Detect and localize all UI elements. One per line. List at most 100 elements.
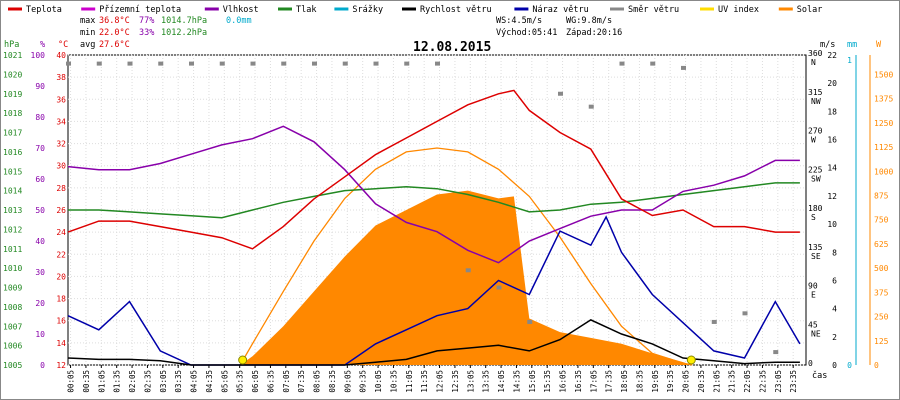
hpa-tick-label-7: 1014	[3, 187, 22, 196]
time-tick-label-43: 21:35	[728, 370, 737, 393]
wind-dir-point-20	[681, 65, 686, 70]
legend-label-7: Směr větru	[628, 5, 679, 15]
time-tick-label-40: 20:05	[682, 370, 691, 393]
summary-max-temp: 36.8°C	[99, 16, 130, 26]
time-tick-label-10: 05:05	[220, 370, 229, 393]
pct-tick-label-9: 10	[35, 330, 45, 339]
time-tick-label-1: 00:35	[82, 370, 91, 393]
pct-tick-label-7: 30	[35, 268, 45, 277]
mm-tick-label-1: 0	[847, 361, 852, 370]
time-tick-label-39: 19:35	[666, 370, 675, 393]
wind-speed-line	[67, 319, 800, 366]
wind-dir-point-17	[588, 104, 594, 109]
w-tick-label-2: 1250	[874, 119, 893, 128]
wind-dir-point-22	[742, 311, 748, 316]
ms-tick-label-2: 18	[827, 107, 837, 116]
wind-dir-point-12	[435, 61, 440, 66]
hpa-tick-label-2: 1019	[3, 90, 22, 99]
wind-dir-point-2	[127, 61, 133, 66]
dir-tick-deg-3: 225	[808, 165, 823, 174]
time-tick-label-42: 21:05	[712, 370, 721, 393]
pct-tick-label-5: 50	[35, 206, 45, 215]
sun-marker-0	[238, 355, 248, 365]
legend-label-3: Tlak	[296, 5, 316, 15]
summary-wg: WG:9.8m/s	[566, 16, 612, 26]
time-tick-label-14: 07:05	[282, 370, 291, 393]
time-tick-label-5: 02:35	[143, 370, 152, 393]
ms-tick-label-11: 0	[832, 361, 837, 370]
deg-tick-label-10: 20	[56, 272, 66, 281]
wind-dir-point-8	[312, 61, 317, 66]
time-tick-label-13: 06:35	[266, 370, 275, 393]
ms-tick-label-10: 2	[832, 333, 837, 342]
deg-tick-label-1: 38	[56, 73, 66, 82]
wind-dir-point-10	[373, 61, 379, 66]
pct-unit-label: %	[40, 40, 45, 50]
dir-tick-deg-7: 45	[808, 320, 818, 329]
ms-tick-label-6: 10	[827, 220, 837, 229]
time-tick-label-24: 12:05	[436, 370, 445, 393]
time-tick-label-31: 15:35	[543, 370, 552, 393]
deg-tick-label-11: 18	[56, 295, 66, 304]
wind-dir-point-14	[496, 285, 502, 290]
summary-min-hum: 33%	[139, 28, 154, 38]
pct-tick-label-2: 80	[35, 113, 45, 122]
w-tick-label-11: 125	[874, 337, 889, 346]
mm-unit-label: mm	[847, 40, 857, 50]
time-tick-label-0: 00:05	[67, 370, 76, 393]
chart-title-date: 12.08.2015	[413, 40, 491, 55]
hpa-tick-label-0: 1021	[3, 51, 22, 60]
legend-label-6: Náraz větru	[532, 5, 588, 15]
wind-dir-point-9	[342, 61, 348, 66]
time-tick-label-35: 17:35	[605, 370, 614, 393]
time-tick-label-45: 22:35	[758, 370, 767, 393]
wind-dir-point-6	[250, 61, 256, 66]
w-tick-label-3: 1125	[874, 143, 893, 152]
deg-unit-label: °C	[58, 40, 68, 50]
time-tick-label-28: 14:05	[497, 370, 506, 393]
dir-tick-label-0: N	[811, 58, 816, 67]
humidity-line	[67, 125, 800, 264]
mm-tick-label-0: 1	[847, 56, 852, 65]
time-tick-label-26: 13:05	[466, 370, 475, 393]
dir-tick-label-3: SW	[811, 174, 821, 183]
pct-tick-label-0: 100	[31, 51, 46, 60]
hpa-tick-label-16: 1005	[3, 361, 22, 370]
time-tick-label-16: 08:05	[313, 370, 322, 393]
summary-min-temp: 22.0°C	[99, 28, 130, 38]
dir-tick-label-1: NW	[811, 97, 821, 106]
w-tick-label-5: 875	[874, 191, 889, 200]
pct-tick-label-8: 20	[35, 299, 45, 308]
ms-tick-label-5: 12	[827, 192, 837, 201]
dir-tick-deg-4: 180	[808, 204, 823, 213]
deg-tick-label-13: 14	[56, 339, 66, 348]
ms-tick-label-1: 20	[827, 79, 837, 88]
temperature-line	[67, 89, 800, 250]
hpa-tick-label-10: 1011	[3, 245, 22, 254]
time-tick-label-12: 06:05	[251, 370, 260, 393]
legend-label-1: Přízemní teplota	[99, 5, 181, 15]
deg-tick-label-12: 16	[56, 317, 66, 326]
pressure-line	[68, 182, 800, 219]
deg-tick-label-4: 32	[56, 140, 66, 149]
ms-tick-label-3: 16	[827, 136, 837, 145]
deg-tick-label-14: 12	[56, 361, 66, 370]
time-tick-label-9: 04:35	[205, 370, 214, 393]
wind-dir-point-0	[66, 61, 71, 66]
deg-tick-label-7: 26	[56, 206, 66, 215]
legend-label-0: Teplota	[26, 5, 62, 15]
time-tick-label-27: 13:35	[482, 370, 491, 393]
deg-tick-label-9: 22	[56, 250, 66, 259]
hpa-tick-label-1: 1020	[3, 70, 22, 79]
pct-tick-label-10: 0	[40, 361, 45, 370]
time-tick-label-41: 20:35	[697, 370, 706, 393]
wind-dir-point-5	[219, 61, 225, 66]
w-tick-label-8: 500	[874, 264, 889, 273]
w-tick-label-10: 250	[874, 313, 889, 322]
w-tick-label-9: 375	[874, 288, 889, 297]
legend-label-5: Rychlost větru	[420, 5, 492, 15]
wind-dir-point-15	[527, 319, 533, 324]
ms-tick-label-9: 4	[832, 305, 837, 314]
dir-tick-label-2: W	[811, 136, 816, 145]
